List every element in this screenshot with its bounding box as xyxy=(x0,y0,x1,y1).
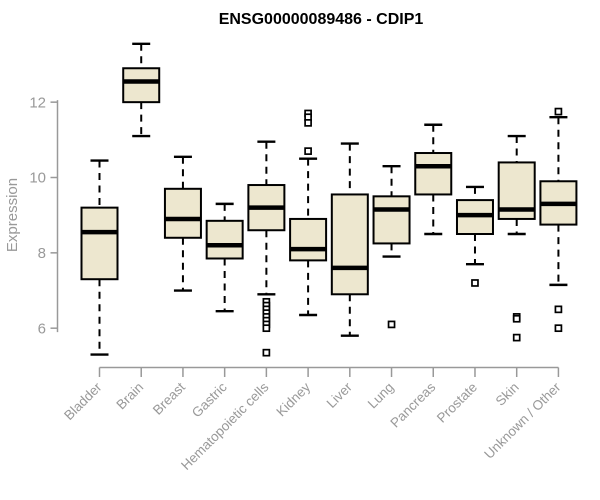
iqr-box xyxy=(289,217,328,262)
boxplot-prostate xyxy=(455,185,494,287)
y-axis-label: Expression xyxy=(4,178,21,252)
boxplot-hematopoietic-cells xyxy=(247,140,286,357)
outlier-point xyxy=(387,320,396,329)
outlier-point xyxy=(304,119,312,127)
x-tick-label-bladder: Bladder xyxy=(61,379,105,423)
boxplot-liver xyxy=(330,142,369,337)
outlier-point xyxy=(304,147,312,155)
iqr-box xyxy=(163,187,202,239)
x-tick-label-breast: Breast xyxy=(150,379,188,417)
outlier-point xyxy=(512,333,521,342)
boxplot-kidney xyxy=(289,109,328,317)
y-tick-label: 12 xyxy=(29,94,46,111)
x-tick-label-prostate: Prostate xyxy=(434,380,480,426)
outlier-point xyxy=(262,324,271,333)
boxplot-pancreas xyxy=(414,123,453,236)
x-tick-label-liver: Liver xyxy=(324,379,356,411)
boxplot-unknown-other xyxy=(539,107,578,333)
boxplot-gastric xyxy=(205,202,244,313)
boxplot-bladder xyxy=(80,159,119,356)
y-tick-label: 8 xyxy=(38,245,46,262)
chart-title: ENSG00000089486 - CDIP1 xyxy=(219,11,424,28)
boxplot-brain xyxy=(122,42,161,138)
outlier-point xyxy=(554,305,563,314)
x-tick-label-kidney: Kidney xyxy=(273,379,313,419)
boxplot-skin xyxy=(497,134,536,342)
x-tick-label-lung: Lung xyxy=(365,380,397,412)
x-tick-label-gastric: Gastric xyxy=(189,379,230,420)
boxplot-lung xyxy=(372,164,411,329)
iqr-box xyxy=(80,206,119,281)
iqr-box xyxy=(330,193,369,296)
outlier-point xyxy=(262,348,271,357)
x-tick-label-brain: Brain xyxy=(113,380,146,413)
iqr-box xyxy=(414,152,453,196)
x-tick-label-pancreas: Pancreas xyxy=(387,379,438,430)
outlier-point xyxy=(554,107,563,116)
iqr-box xyxy=(205,219,244,260)
iqr-box xyxy=(122,67,161,104)
x-tick-label-unknown-other: Unknown / Other xyxy=(481,379,564,462)
iqr-box xyxy=(372,195,411,245)
outlier-point xyxy=(471,279,479,287)
boxplot-breast xyxy=(163,155,202,292)
outlier-point xyxy=(554,324,563,333)
y-tick-label: 10 xyxy=(29,170,46,187)
y-tick-label: 6 xyxy=(38,320,46,337)
outlier-point xyxy=(512,314,521,323)
x-tick-label-skin: Skin xyxy=(493,380,522,409)
boxes-layer xyxy=(80,42,578,357)
